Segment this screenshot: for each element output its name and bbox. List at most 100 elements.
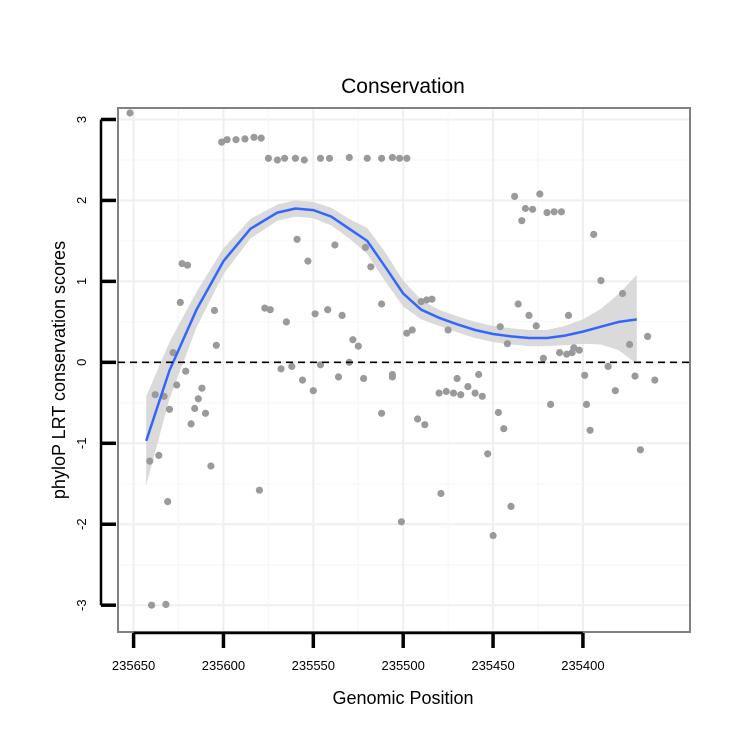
data-point xyxy=(525,311,533,319)
data-point xyxy=(257,134,265,142)
data-point xyxy=(484,450,492,458)
data-point xyxy=(291,154,299,162)
data-point xyxy=(176,298,184,306)
data-point xyxy=(146,457,154,465)
data-point xyxy=(494,408,502,417)
data-points xyxy=(126,109,659,609)
data-point xyxy=(396,154,404,162)
data-point xyxy=(581,371,589,379)
data-point xyxy=(300,156,308,164)
data-point xyxy=(223,136,231,144)
data-point xyxy=(417,298,425,306)
x-tick-label: 235600 xyxy=(202,658,245,673)
x-tick-label: 235400 xyxy=(561,658,604,673)
data-point xyxy=(378,300,386,308)
data-point xyxy=(126,109,134,117)
data-point xyxy=(590,230,598,238)
data-point xyxy=(210,306,219,315)
data-point xyxy=(354,342,362,350)
data-point xyxy=(293,235,301,243)
data-point xyxy=(556,349,564,357)
data-point xyxy=(529,205,537,213)
data-point xyxy=(349,336,357,344)
y-tick-label: 3 xyxy=(74,116,89,123)
data-point xyxy=(207,462,215,470)
data-point xyxy=(564,311,573,319)
data-point xyxy=(363,154,371,162)
data-point xyxy=(408,326,416,334)
data-point xyxy=(453,374,461,383)
data-point xyxy=(403,329,411,337)
data-point xyxy=(503,340,511,348)
confidence-band xyxy=(146,200,637,486)
data-point xyxy=(514,300,522,308)
data-point xyxy=(563,350,571,358)
data-point xyxy=(309,387,317,395)
data-point xyxy=(478,392,486,400)
data-point xyxy=(539,354,548,362)
data-point xyxy=(518,217,526,225)
data-point xyxy=(521,204,530,213)
data-point xyxy=(435,389,443,397)
data-point xyxy=(378,154,386,162)
data-point xyxy=(212,341,220,349)
data-point xyxy=(475,370,483,379)
data-point xyxy=(557,208,566,216)
data-point xyxy=(500,425,508,433)
y-axis-label: phyloP LRT conservation scores xyxy=(49,241,69,499)
data-point xyxy=(449,389,458,397)
data-point xyxy=(442,387,450,396)
data-point xyxy=(334,373,343,381)
data-point xyxy=(489,532,497,540)
data-point xyxy=(151,391,159,399)
data-point xyxy=(255,486,263,494)
data-point xyxy=(444,326,452,334)
data-point xyxy=(543,209,551,217)
data-point xyxy=(198,384,206,392)
data-point xyxy=(457,391,465,399)
data-point xyxy=(507,502,515,510)
data-point xyxy=(261,304,269,312)
data-point xyxy=(345,153,353,162)
y-tick-label: -1 xyxy=(74,438,89,450)
data-point xyxy=(201,409,210,417)
data-point xyxy=(191,404,199,413)
data-point xyxy=(471,389,479,397)
data-point xyxy=(311,310,319,318)
data-point xyxy=(570,344,578,352)
data-point xyxy=(636,446,645,454)
x-tick-label: 235500 xyxy=(381,658,424,673)
data-point xyxy=(510,192,519,200)
data-point xyxy=(155,451,163,459)
data-point xyxy=(397,518,405,526)
data-point xyxy=(428,295,436,303)
data-point xyxy=(277,365,285,373)
x-tick-label: 235550 xyxy=(292,658,335,673)
data-point xyxy=(550,208,558,216)
data-point xyxy=(264,154,272,162)
data-point xyxy=(288,362,296,370)
data-point xyxy=(403,154,411,162)
data-point xyxy=(173,381,181,389)
axes: -3 -2 -1 0 1 2 3 235650 235600 235550 235500 235450… xyxy=(74,116,605,673)
data-point xyxy=(611,387,619,395)
data-point xyxy=(187,420,195,428)
y-tick-label: 1 xyxy=(74,278,89,285)
data-point xyxy=(162,600,170,609)
smooth-fit-line xyxy=(145,207,637,442)
data-point xyxy=(360,374,368,383)
confidence-band-layer xyxy=(146,200,637,486)
y-tick-label: 2 xyxy=(74,197,89,204)
data-point xyxy=(183,261,192,269)
data-point xyxy=(298,376,307,384)
data-point xyxy=(626,340,634,349)
data-point xyxy=(532,322,540,330)
smooth-line-layer xyxy=(145,207,637,442)
data-point xyxy=(304,257,312,265)
data-point xyxy=(178,260,186,268)
data-point xyxy=(325,154,334,162)
data-point xyxy=(421,421,429,429)
data-point xyxy=(218,138,226,146)
data-point xyxy=(282,318,290,326)
